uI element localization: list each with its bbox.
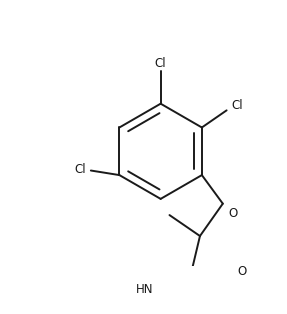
Text: Cl: Cl: [232, 99, 243, 112]
Text: O: O: [237, 265, 246, 278]
Text: O: O: [228, 208, 238, 220]
Text: HN: HN: [136, 283, 154, 296]
Text: Cl: Cl: [155, 57, 166, 70]
Text: Cl: Cl: [74, 163, 86, 176]
